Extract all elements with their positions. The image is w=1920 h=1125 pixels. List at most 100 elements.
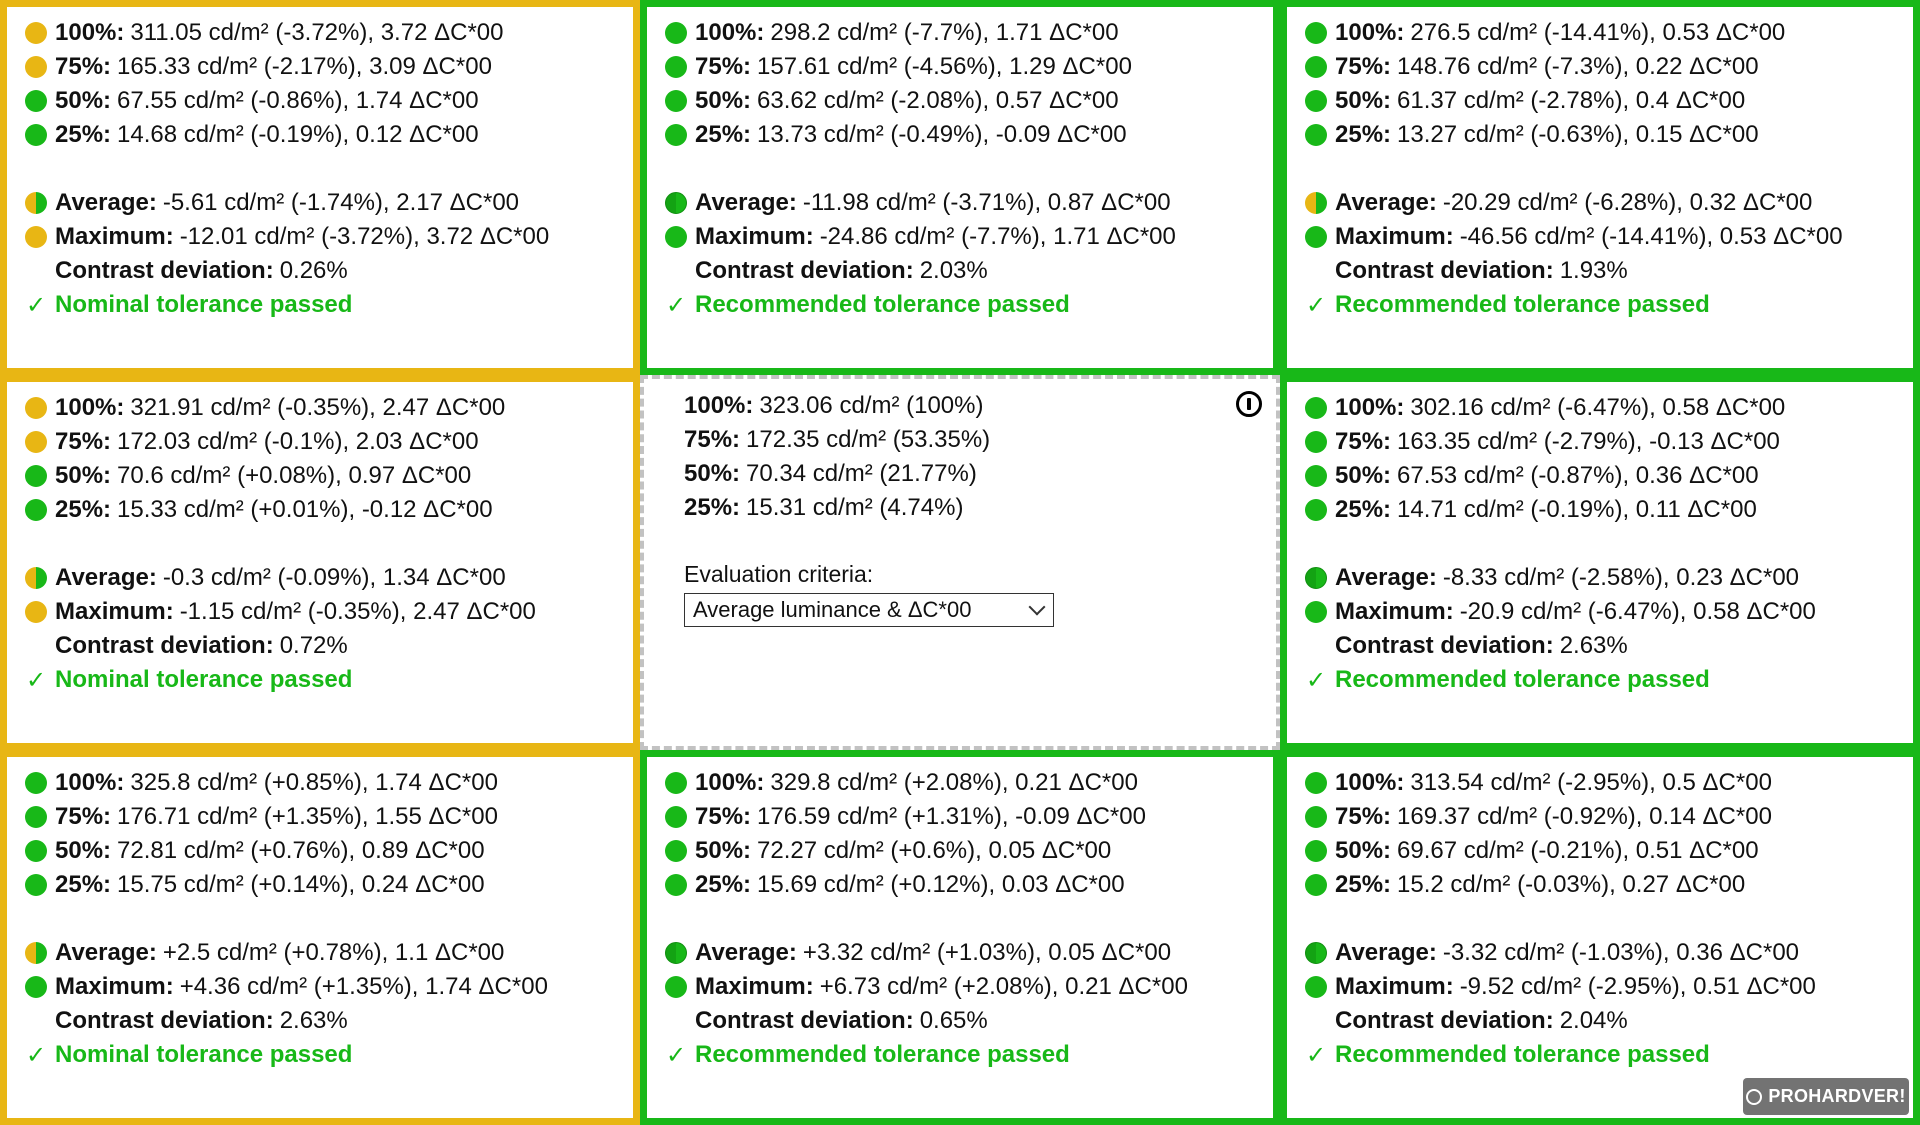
check-icon: ✓	[665, 1041, 687, 1069]
measurement-value: +2.5 cd/m² (+0.78%), 1.1 ΔC*00	[162, 939, 505, 966]
status-dot-icon	[25, 874, 47, 896]
power-icon[interactable]	[1236, 391, 1262, 417]
measurement-label: 50%:	[695, 837, 752, 864]
measurement-value: 157.61 cd/m² (-4.56%), 1.29 ΔC*00	[757, 53, 1132, 80]
spacer	[25, 635, 47, 657]
tolerance-result-text: Recommended tolerance passed	[695, 291, 1070, 318]
status-dot-icon	[25, 567, 47, 589]
status-dot-icon	[25, 124, 47, 146]
row-25: 25%: 14.71 cd/m² (-0.19%), 0.11 ΔC*00	[1305, 493, 1895, 527]
logo-text: PROHARDVER!	[1768, 1086, 1906, 1106]
tolerance-result-text: Nominal tolerance passed	[55, 291, 353, 318]
tolerance-result: ✓ Recommended tolerance passed	[1305, 1038, 1895, 1072]
measurement-value: 14.71 cd/m² (-0.19%), 0.11 ΔC*00	[1397, 496, 1757, 523]
ref-label: 50%:	[684, 460, 741, 487]
tolerance-result-text: Recommended tolerance passed	[1335, 1041, 1710, 1068]
measurement-label: 50%:	[55, 837, 112, 864]
measurement-label: Average:	[695, 189, 797, 216]
measurement-value: -12.01 cd/m² (-3.72%), 3.72 ΔC*00	[179, 223, 550, 250]
ref-value: 172.35 cd/m² (53.35%)	[746, 426, 991, 453]
row-average: Average: +3.32 cd/m² (+1.03%), 0.05 ΔC*00	[665, 936, 1255, 970]
status-dot-icon	[665, 840, 687, 862]
measurement-label: Average:	[1335, 564, 1437, 591]
row-maximum: Maximum: -46.56 cd/m² (-14.41%), 0.53 ΔC*…	[1305, 220, 1895, 254]
measurement-label: Average:	[695, 939, 797, 966]
measurement-label: 75%:	[1335, 803, 1392, 830]
row-contrast-deviation: Contrast deviation: 1.93%	[1305, 254, 1895, 288]
measurement-value: +4.36 cd/m² (+1.35%), 1.74 ΔC*00	[179, 973, 548, 1000]
measurement-label: 75%:	[55, 428, 112, 455]
tolerance-result: ✓ Recommended tolerance passed	[665, 288, 1255, 322]
panel-bottom-center: 100%: 329.8 cd/m² (+2.08%), 0.21 ΔC*00 75%…	[640, 750, 1280, 1125]
row-100: 100%: 321.91 cd/m² (-0.35%), 2.47 ΔC*00	[25, 391, 615, 425]
check-icon: ✓	[25, 1041, 47, 1069]
tolerance-result: ✓ Nominal tolerance passed	[25, 288, 615, 322]
measurement-value: -24.86 cd/m² (-7.7%), 1.71 ΔC*00	[819, 223, 1176, 250]
status-dot-icon	[1305, 806, 1327, 828]
spacer	[665, 1010, 687, 1032]
spacer	[1305, 635, 1327, 657]
status-dot-icon	[1305, 397, 1327, 419]
row-maximum: Maximum: +4.36 cd/m² (+1.35%), 1.74 ΔC*00	[25, 970, 615, 1004]
measurement-value: 2.03%	[919, 257, 988, 284]
row-contrast-deviation: Contrast deviation: 2.04%	[1305, 1004, 1895, 1038]
measurement-value: 13.27 cd/m² (-0.63%), 0.15 ΔC*00	[1397, 121, 1759, 148]
row-25: 25%: 14.68 cd/m² (-0.19%), 0.12 ΔC*00	[25, 118, 615, 152]
measurement-label: Contrast deviation:	[1335, 632, 1554, 659]
measurement-value: -20.29 cd/m² (-6.28%), 0.32 ΔC*00	[1442, 189, 1813, 216]
status-dot-icon	[1305, 874, 1327, 896]
measurement-label: 50%:	[695, 87, 752, 114]
status-dot-icon	[1305, 192, 1327, 214]
measurement-label: Average:	[1335, 189, 1437, 216]
status-dot-icon	[1305, 465, 1327, 487]
ref-value: 323.06 cd/m² (100%)	[759, 392, 984, 419]
spacer	[1305, 1010, 1327, 1032]
row-75: 75%: 176.59 cd/m² (+1.31%), -0.09 ΔC*00	[665, 800, 1255, 834]
measurement-value: 313.54 cd/m² (-2.95%), 0.5 ΔC*00	[1410, 769, 1772, 796]
measurement-value: 321.91 cd/m² (-0.35%), 2.47 ΔC*00	[130, 394, 506, 421]
measurement-label: 50%:	[1335, 837, 1392, 864]
measurement-label: Maximum:	[695, 223, 814, 250]
status-dot-icon	[25, 397, 47, 419]
tolerance-result: ✓ Nominal tolerance passed	[25, 1038, 615, 1072]
measurement-value: 72.27 cd/m² (+0.6%), 0.05 ΔC*00	[757, 837, 1112, 864]
panel-top-right: 100%: 276.5 cd/m² (-14.41%), 0.53 ΔC*00 75…	[1280, 0, 1920, 375]
measurement-label: Maximum:	[1335, 973, 1454, 1000]
row-50: 50%: 67.53 cd/m² (-0.87%), 0.36 ΔC*00	[1305, 459, 1895, 493]
measurement-label: 75%:	[55, 53, 112, 80]
row-contrast-deviation: Contrast deviation: 0.26%	[25, 254, 615, 288]
measurement-value: 15.75 cd/m² (+0.14%), 0.24 ΔC*00	[117, 871, 485, 898]
status-dot-icon	[665, 192, 687, 214]
status-dot-icon	[665, 56, 687, 78]
row-50: 50%: 63.62 cd/m² (-2.08%), 0.57 ΔC*00	[665, 84, 1255, 118]
check-icon: ✓	[1305, 291, 1327, 319]
tolerance-result-text: Recommended tolerance passed	[1335, 291, 1710, 318]
spacer	[25, 260, 47, 282]
status-dot-icon	[1305, 90, 1327, 112]
status-dot-icon	[665, 806, 687, 828]
status-dot-icon	[1305, 431, 1327, 453]
status-dot-icon	[25, 431, 47, 453]
measurement-value: 61.37 cd/m² (-2.78%), 0.4 ΔC*00	[1397, 87, 1746, 114]
measurement-value: -0.3 cd/m² (-0.09%), 1.34 ΔC*00	[162, 564, 506, 591]
tolerance-result-text: Nominal tolerance passed	[55, 1041, 353, 1068]
measurement-value: 176.71 cd/m² (+1.35%), 1.55 ΔC*00	[117, 803, 498, 830]
status-dot-icon	[25, 90, 47, 112]
measurement-label: 100%:	[55, 394, 125, 421]
row-75: 75%: 172.03 cd/m² (-0.1%), 2.03 ΔC*00	[25, 425, 615, 459]
status-dot-icon	[25, 192, 47, 214]
ref-label: 100%:	[684, 392, 754, 419]
status-dot-icon	[25, 772, 47, 794]
row-75: 75%: 163.35 cd/m² (-2.79%), -0.13 ΔC*00	[1305, 425, 1895, 459]
row-50: 50%: 67.55 cd/m² (-0.86%), 1.74 ΔC*00	[25, 84, 615, 118]
row-100: 100%: 325.8 cd/m² (+0.85%), 1.74 ΔC*00	[25, 766, 615, 800]
status-dot-icon	[665, 22, 687, 44]
evaluation-criteria-select[interactable]: Average luminance & ΔC*00	[684, 593, 1054, 627]
measurement-label: 100%:	[55, 19, 125, 46]
measurement-value: -5.61 cd/m² (-1.74%), 2.17 ΔC*00	[162, 189, 520, 216]
panel-bottom-right: 100%: 313.54 cd/m² (-2.95%), 0.5 ΔC*00 75%…	[1280, 750, 1920, 1125]
tolerance-result-text: Recommended tolerance passed	[695, 1041, 1070, 1068]
measurement-value: 298.2 cd/m² (-7.7%), 1.71 ΔC*00	[770, 19, 1119, 46]
measurement-value: +3.32 cd/m² (+1.03%), 0.05 ΔC*00	[802, 939, 1172, 966]
row-75: 75%: 157.61 cd/m² (-4.56%), 1.29 ΔC*00	[665, 50, 1255, 84]
